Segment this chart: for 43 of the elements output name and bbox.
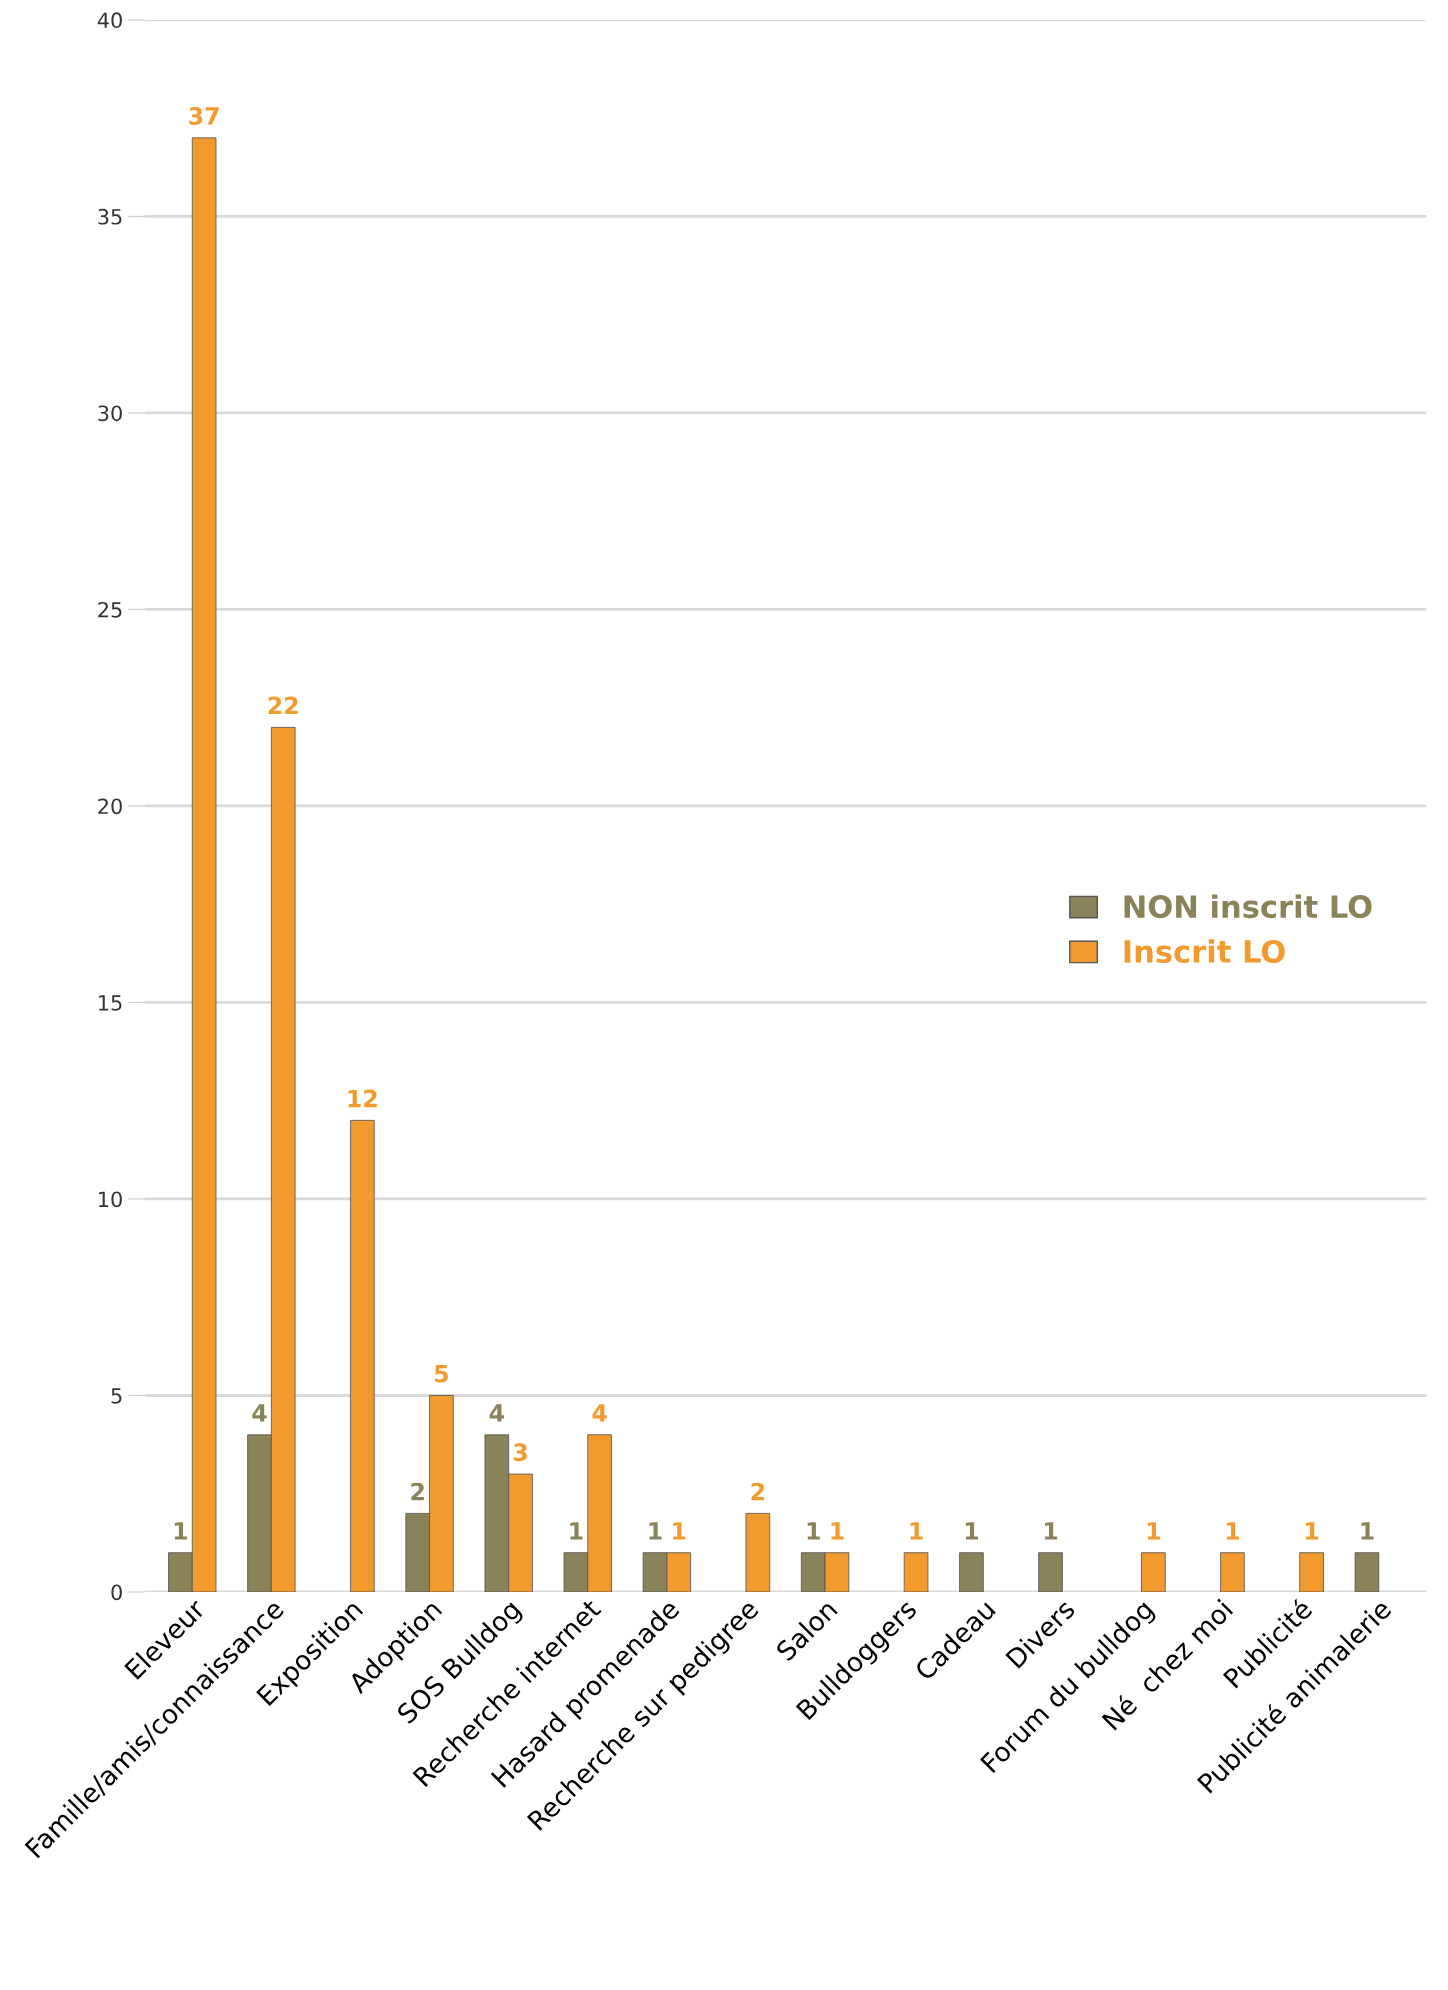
bar [1299,1552,1324,1592]
bar [1141,1552,1166,1592]
data-label: 1 [1361,1522,1374,1540]
data-label: 4 [592,1404,607,1422]
data-label: 4 [252,1404,267,1422]
data-label: 1 [673,1522,686,1540]
bar [903,1552,929,1592]
data-label: 1 [174,1522,187,1540]
data-label: 1 [1044,1522,1058,1540]
y-tick-label: 10 [99,1191,122,1208]
y-tick-label: 5 [111,1388,122,1404]
data-label: 22 [268,696,298,715]
legend-label: Inscrit LO [1124,939,1285,964]
bar [350,1119,375,1592]
y-tick-label: 0 [111,1584,122,1601]
data-label: 3 [513,1443,527,1462]
data-label: 37 [189,107,219,125]
data-label: 2 [751,1482,765,1501]
data-label: 1 [570,1522,583,1540]
legend-label: NON inscrit LO [1124,894,1372,919]
y-tick-label: 30 [98,405,122,422]
data-label: 1 [807,1522,820,1540]
data-label: 12 [348,1089,377,1108]
bar [959,1552,984,1592]
data-label: 1 [1147,1522,1160,1540]
bar [1038,1552,1063,1592]
y-tick-label: 25 [98,601,122,618]
data-label: 1 [831,1522,844,1540]
data-label: 1 [649,1522,662,1540]
y-tick-label: 20 [98,798,122,815]
y-tick-label: 35 [98,208,122,225]
y-tick-label: 15 [99,995,122,1011]
bar [1220,1552,1245,1592]
data-label: 1 [965,1522,979,1540]
data-label: 5 [435,1365,448,1383]
data-label: 1 [1306,1522,1319,1540]
data-label: 4 [489,1404,504,1422]
y-tick-label: 40 [97,12,122,29]
data-label: 1 [1226,1522,1240,1540]
bar [1354,1552,1380,1592]
bar [745,1512,771,1592]
data-label: 2 [411,1482,424,1501]
data-label: 1 [910,1522,923,1540]
